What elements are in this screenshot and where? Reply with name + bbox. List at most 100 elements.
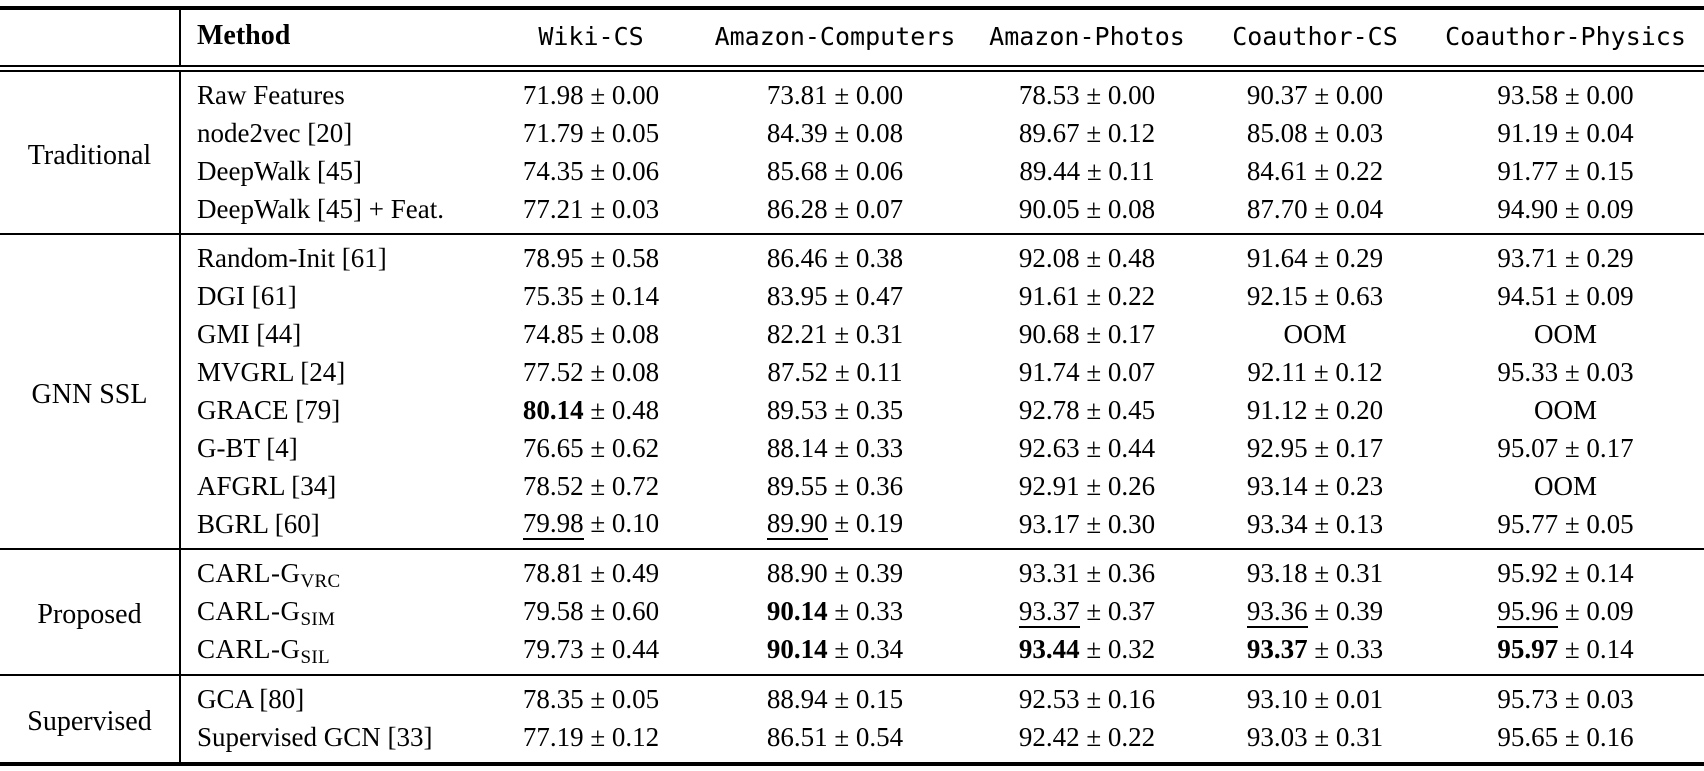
table-row: node2vec [20] 71.79 ± 0.05 84.39 ± 0.08 89.…	[0, 114, 1704, 153]
value-cell: 89.44 ± 0.11	[1019, 155, 1155, 186]
mean-value: 79.58	[522, 596, 584, 627]
value-cell: 92.78 ± 0.45	[1018, 394, 1156, 425]
method-label: BGRL [60]	[197, 508, 320, 539]
value-cell: 71.79 ± 0.05	[522, 117, 660, 148]
mean-value: 95.73	[1497, 684, 1559, 715]
table-row: DeepWalk [45] + Feat. 77.21 ± 0.03 86.28 ±…	[0, 190, 1704, 235]
method-cell: CARL-GVRC	[179, 549, 483, 594]
value-cell: 78.81 ± 0.49	[522, 558, 660, 589]
mean-value: 92.95	[1246, 432, 1308, 463]
value-cell: 75.35 ± 0.14	[522, 281, 660, 312]
value-cell: OOM	[1283, 319, 1347, 350]
mean-value: 93.17	[1018, 508, 1080, 539]
value-cell: 89.55 ± 0.36	[766, 470, 904, 501]
method-cell: Raw Features	[179, 68, 483, 115]
mean-value: 79.98	[522, 508, 584, 541]
value-cell: 90.37 ± 0.00	[1246, 80, 1384, 110]
method-cell: BGRL [60]	[179, 505, 483, 550]
group-label: Supervised	[27, 706, 152, 738]
mean-value: 95.65	[1497, 722, 1559, 753]
mean-value: 93.18	[1246, 558, 1308, 589]
table-row: G-BT [4] 76.65 ± 0.62 88.14 ± 0.33 92.63 ± …	[0, 429, 1704, 468]
mean-value: 78.35	[522, 684, 584, 715]
mean-value: 85.68	[766, 155, 828, 186]
value-cell: 95.33 ± 0.03	[1497, 357, 1634, 388]
value-cell: 91.74 ± 0.07	[1018, 357, 1156, 388]
mean-value: 93.31	[1018, 558, 1080, 589]
mean-value: 95.07	[1497, 432, 1559, 463]
mean-value: 91.64	[1246, 243, 1308, 274]
value-cell: 93.37 ± 0.37	[1018, 596, 1156, 629]
mean-value: 84.61	[1246, 155, 1308, 186]
value-cell: 83.95 ± 0.47	[766, 281, 904, 312]
value-cell: 93.34 ± 0.13	[1246, 508, 1384, 539]
value-cell: 84.61 ± 0.22	[1246, 155, 1384, 186]
mean-value: 93.34	[1246, 508, 1308, 539]
mean-value: 89.67	[1018, 117, 1080, 148]
value-cell: 89.53 ± 0.35	[766, 394, 904, 425]
mean-value: 82.21	[766, 319, 828, 350]
value-cell: 92.63 ± 0.44	[1018, 432, 1156, 463]
value-cell: 95.07 ± 0.17	[1497, 432, 1634, 463]
value-cell: 93.14 ± 0.23	[1246, 470, 1384, 501]
method-subscript: SIL	[300, 647, 330, 669]
method-cell: DeepWalk [45] + Feat.	[179, 190, 483, 235]
value-cell: 73.81 ± 0.00	[766, 80, 904, 110]
value-cell: 78.52 ± 0.72	[522, 470, 660, 501]
value-cell: 79.58 ± 0.60	[522, 596, 660, 627]
table-row: Traditional Raw Features 71.98 ± 0.00 73.81…	[0, 68, 1704, 171]
dataset-header-coauthor-cs: Coauthor-CS	[1203, 8, 1427, 72]
mean-value: 86.51	[766, 722, 828, 753]
value-cell: 88.94 ± 0.15	[766, 684, 904, 715]
table-row: AFGRL [34] 78.52 ± 0.72 89.55 ± 0.36 92.91 …	[0, 467, 1704, 506]
mean-value: 92.08	[1018, 243, 1080, 274]
table-row: MVGRL [24] 77.52 ± 0.08 87.52 ± 0.11 91.74 …	[0, 354, 1704, 392]
dataset-header-coauthor-physics: Coauthor-Physics	[1427, 8, 1704, 72]
mean-value: 94.51	[1497, 281, 1559, 312]
value-cell: 93.03 ± 0.31	[1246, 722, 1384, 753]
mean-value: 90.37	[1246, 80, 1308, 110]
mean-value: 95.92	[1497, 558, 1559, 589]
group-label: Proposed	[37, 599, 142, 631]
method-label: Supervised GCN [33]	[197, 722, 433, 753]
mean-value: 92.11	[1247, 357, 1308, 388]
value-cell: OOM	[1533, 394, 1597, 425]
value-cell: 91.61 ± 0.22	[1018, 281, 1156, 312]
mean-value: 89.55	[766, 470, 828, 501]
mean-value: 93.37	[1018, 596, 1080, 629]
method-cell: DeepWalk [45]	[179, 152, 483, 191]
mean-value: 93.58	[1497, 80, 1559, 110]
value-cell: 92.91 ± 0.26	[1018, 470, 1156, 501]
method-subscript: VRC	[300, 571, 341, 593]
method-cell: GCA [80]	[179, 675, 483, 720]
dataset-header-wiki-cs: Wiki-CS	[483, 8, 699, 72]
mean-value: 75.35	[522, 281, 584, 312]
table-row: BGRL [60] 79.98 ± 0.10 89.90 ± 0.19 93.17 ±…	[0, 505, 1704, 550]
value-cell: 85.68 ± 0.06	[766, 155, 904, 186]
value-cell: 93.36 ± 0.39	[1246, 596, 1384, 629]
mean-value: 80.14	[522, 394, 584, 425]
mean-value: 85.08	[1246, 117, 1308, 148]
value-cell: 79.98 ± 0.10	[522, 508, 660, 541]
value-cell: 78.35 ± 0.05	[522, 684, 660, 715]
mean-value: 78.53	[1018, 80, 1080, 110]
group-label: Traditional	[27, 139, 152, 171]
value-cell: 93.71 ± 0.29	[1497, 243, 1634, 274]
method-cell: AFGRL [34]	[179, 467, 483, 506]
header-row: Method Wiki-CS Amazon-Computers Amazon-P…	[0, 8, 1704, 72]
method-label: CARL-G	[197, 558, 301, 589]
mean-value: 92.42	[1018, 722, 1080, 753]
mean-value: 78.81	[522, 558, 584, 589]
mean-value: 95.97	[1497, 634, 1559, 665]
table-row: Supervised GCN [33] 77.19 ± 0.12 86.51 ± 0…	[0, 719, 1704, 764]
mean-value: 87.52	[767, 357, 829, 388]
value-cell: 82.21 ± 0.31	[766, 319, 904, 350]
mean-value: 77.52	[522, 357, 584, 388]
value-cell: 90.14 ± 0.34	[766, 634, 904, 665]
mean-value: 84.39	[766, 117, 828, 148]
mean-value: 74.35	[522, 155, 584, 186]
mean-value: 93.71	[1497, 243, 1559, 274]
method-cell: CARL-GSIL	[179, 631, 483, 676]
results-table: Method Wiki-CS Amazon-Computers Amazon-P…	[0, 6, 1704, 766]
method-label: node2vec [20]	[197, 117, 353, 148]
